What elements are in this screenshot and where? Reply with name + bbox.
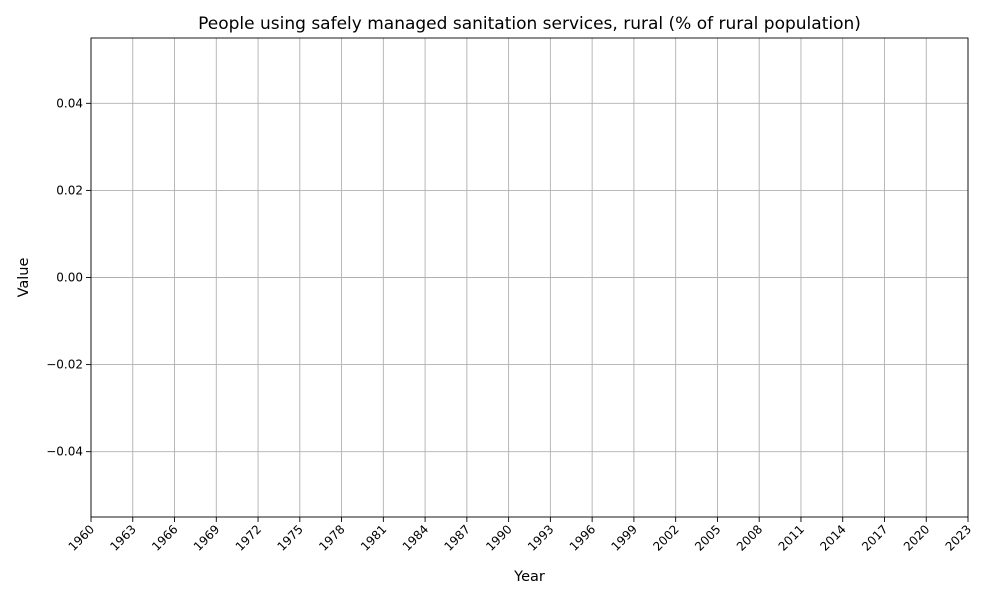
y-axis-ticks: −0.04 −0.02 0.00 0.02 0.04 xyxy=(46,96,91,459)
grid xyxy=(90,38,969,517)
y-tick-label: 0.00 xyxy=(56,271,83,285)
chart-title: People using safely managed sanitation s… xyxy=(198,14,861,34)
y-axis-label: Value xyxy=(16,258,32,298)
y-tick-label: −0.04 xyxy=(46,445,83,459)
y-tick-label: 0.02 xyxy=(56,183,83,197)
x-axis-label: Year xyxy=(513,569,545,585)
y-tick-label: −0.02 xyxy=(46,358,83,372)
y-tick-label: 0.04 xyxy=(56,96,83,110)
